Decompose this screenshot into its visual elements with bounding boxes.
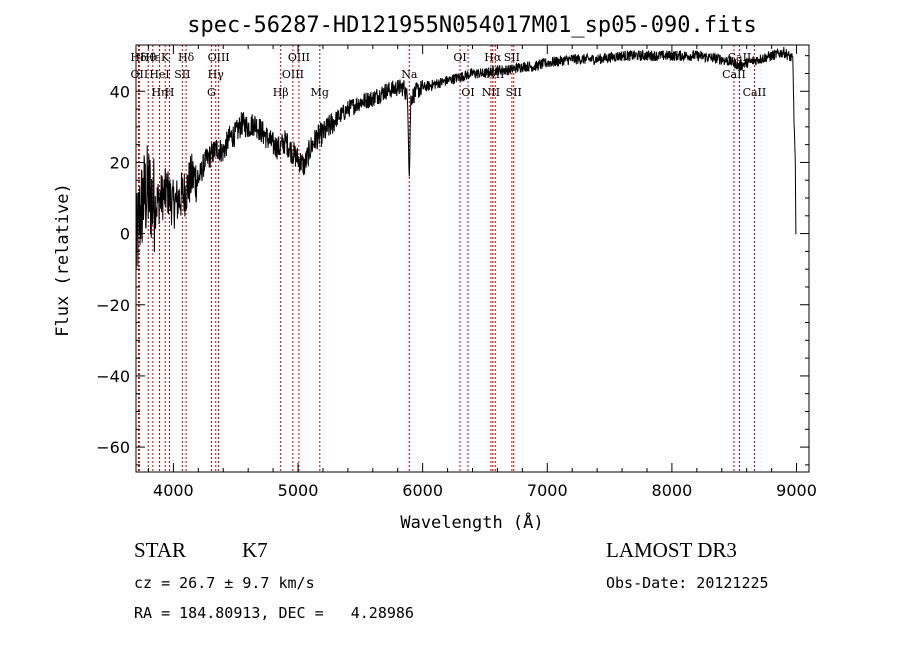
- spectral-line-markers: [137, 45, 755, 472]
- chart-title: spec-56287-HD121955N054017M01_sp05-090.f…: [187, 13, 757, 38]
- spectral-line-label: Hα: [484, 51, 502, 64]
- spectral-line-label: CaII: [743, 86, 767, 99]
- spectral-line-label: Hβ: [273, 86, 289, 99]
- spectral-line-label: Hδ: [178, 51, 195, 64]
- spectral-line-label: SII: [506, 86, 522, 99]
- spectral-line-label: OIII: [282, 68, 304, 81]
- y-axis-ticks: −60 −40 −20 0 20 40: [96, 55, 809, 466]
- spectral-line-label: OIII: [288, 51, 310, 64]
- spectral-line-label: Hγ: [208, 68, 225, 81]
- spectral-line-label: Mg: [311, 86, 329, 99]
- spectral-line-label: HeI: [149, 68, 169, 81]
- observation-date: Obs-Date: 20121225: [606, 574, 769, 592]
- spectral-line-label: Hη: [151, 86, 167, 99]
- spectral-line-label: Hε: [145, 51, 161, 64]
- y-tick-label: 40: [110, 82, 130, 101]
- y-tick-label: −20: [96, 296, 130, 315]
- y-tick-label: 0: [120, 225, 130, 244]
- spectral-line-label: CaII: [722, 68, 746, 81]
- redshift-readout: cz = 26.7 ± 9.7 km/s: [134, 574, 315, 592]
- spectral-line-label: OI: [461, 86, 474, 99]
- x-tick-label: 5000: [278, 481, 319, 500]
- spectral-line-label: SII: [174, 68, 190, 81]
- x-tick-label: 8000: [652, 481, 693, 500]
- spectral-line-label: H: [165, 86, 175, 99]
- spectral-line-label: Na: [401, 68, 418, 81]
- x-tick-label: 6000: [402, 481, 443, 500]
- spectral-line-label: G: [207, 86, 216, 99]
- spectral-line-label: SII: [504, 51, 520, 64]
- spectral-line-label: Hθ: [140, 51, 157, 64]
- spectral-line-label: NII: [482, 86, 500, 99]
- y-tick-label: −60: [96, 438, 130, 457]
- survey-name: LAMOST DR3: [606, 538, 737, 562]
- plot-frame: [135, 44, 810, 473]
- object-class: STAR: [134, 538, 186, 562]
- x-tick-label: 4000: [153, 481, 194, 500]
- x-axis-label: Wavelength (Å): [400, 511, 543, 533]
- x-axis-ticks: 4000 5000 6000 7000 8000 9000: [147, 45, 817, 500]
- y-tick-label: −40: [96, 367, 130, 386]
- x-tick-label: 9000: [776, 481, 817, 500]
- spectral-line-label: Hδ: [130, 51, 147, 64]
- coordinates-readout: RA = 184.80913, DEC = 4.28986: [134, 604, 414, 622]
- spectral-line-label: K: [161, 51, 170, 64]
- spectral-line-label: OI: [453, 51, 466, 64]
- spectral-line-label: OIII: [208, 51, 230, 64]
- object-subclass: K7: [242, 538, 268, 562]
- spectrum-line: [135, 46, 797, 268]
- spectral-line-label: OII: [131, 68, 149, 81]
- x-tick-label: 7000: [527, 481, 568, 500]
- y-tick-label: 20: [110, 153, 130, 172]
- y-axis-label: Flux (relative): [53, 183, 73, 337]
